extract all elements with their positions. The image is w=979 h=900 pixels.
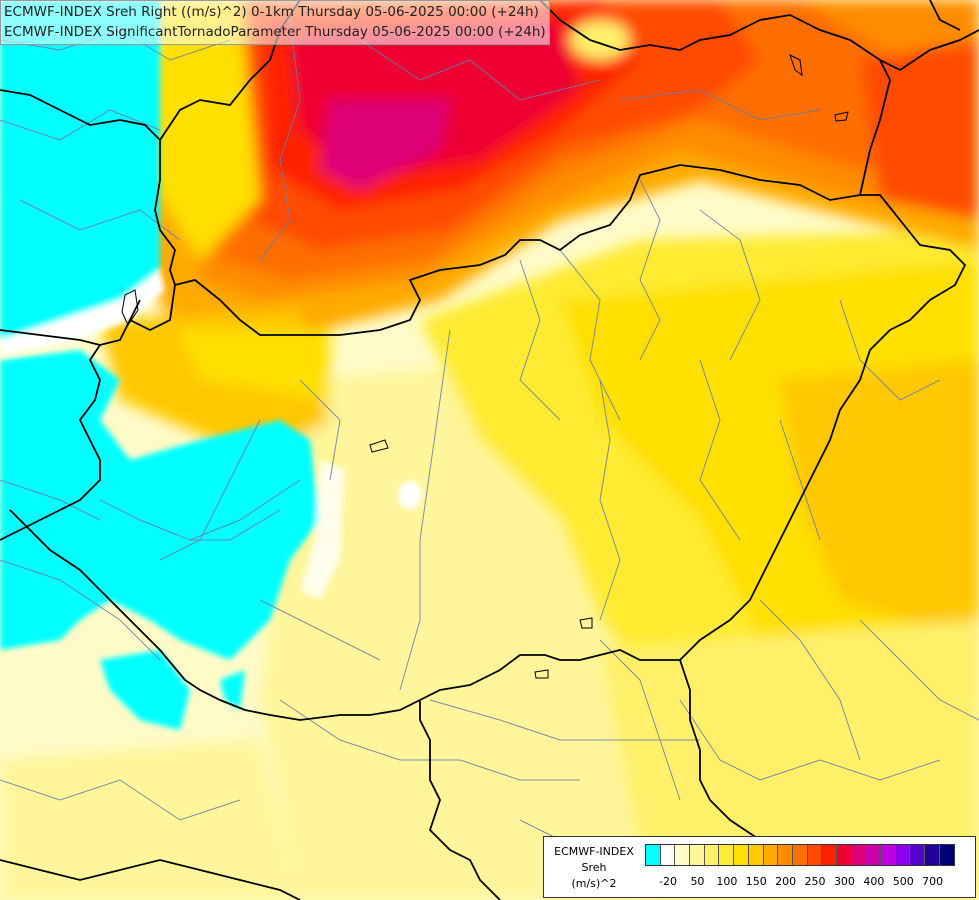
legend-tick-label: 250 bbox=[804, 875, 826, 888]
legend-swatch bbox=[690, 845, 705, 865]
legend-swatch bbox=[660, 845, 676, 865]
legend-swatch bbox=[822, 845, 837, 865]
legend-variable-label: Sreh bbox=[581, 861, 607, 874]
legend-tick-label: -20 bbox=[659, 875, 678, 888]
legend-swatch bbox=[895, 845, 911, 865]
legend-swatch bbox=[836, 845, 852, 865]
color-legend: ECMWF-INDEX Sreh (m/s)^2 -20 50 100 150 200 2… bbox=[543, 836, 976, 898]
rivers-and-admin-lines bbox=[0, 19, 979, 881]
legend-swatch bbox=[881, 845, 896, 865]
legend-swatch bbox=[704, 845, 720, 865]
legend-swatch bbox=[851, 845, 867, 865]
legend-units-label: (m/s)^2 bbox=[571, 877, 617, 890]
legend-tick-label: 200 bbox=[775, 875, 797, 888]
legend-swatch bbox=[734, 845, 749, 865]
lakes bbox=[121, 54, 849, 679]
legend-swatch bbox=[778, 845, 793, 865]
title-line-sreh: ECMWF-INDEX Sreh Right ((m/s)^2) 0-1km T… bbox=[4, 4, 539, 20]
legend-tick-label: 300 bbox=[833, 875, 855, 888]
legend-swatch bbox=[646, 845, 661, 865]
legend-swatch bbox=[748, 845, 764, 865]
legend-tick-label: 700 bbox=[922, 875, 944, 888]
legend-swatch bbox=[910, 845, 926, 865]
negative-helicity bbox=[0, 0, 422, 730]
legend-tick-label: 150 bbox=[745, 875, 767, 888]
map-title-box: ECMWF-INDEX Sreh Right ((m/s)^2) 0-1km T… bbox=[0, 0, 550, 45]
legend-swatch bbox=[719, 845, 735, 865]
legend-swatches bbox=[645, 844, 956, 866]
legend-swatch bbox=[792, 845, 808, 865]
legend-swatch bbox=[866, 845, 881, 865]
title-line-stp: ECMWF-INDEX SignificantTornadoParameter … bbox=[4, 24, 546, 40]
legend-swatch bbox=[675, 845, 691, 865]
legend-swatch bbox=[763, 845, 779, 865]
legend-tick-label: 400 bbox=[863, 875, 885, 888]
legend-tick-label: 500 bbox=[892, 875, 914, 888]
legend-swatch bbox=[925, 845, 940, 865]
legend-swatch bbox=[807, 845, 823, 865]
legend-swatch bbox=[939, 845, 955, 865]
legend-tick-label: 50 bbox=[690, 875, 705, 888]
legend-model-label: ECMWF-INDEX bbox=[554, 845, 634, 858]
legend-tick-label: 100 bbox=[716, 875, 738, 888]
